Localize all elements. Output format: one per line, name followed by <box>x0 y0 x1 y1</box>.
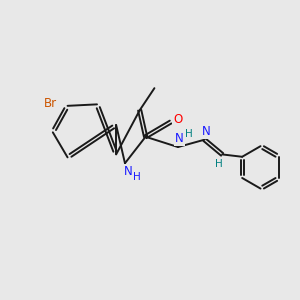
Text: N: N <box>175 132 184 145</box>
Text: H: H <box>134 172 141 182</box>
Text: Br: Br <box>44 97 57 110</box>
Text: N: N <box>124 165 133 178</box>
Text: H: H <box>215 159 223 169</box>
Text: O: O <box>173 112 183 126</box>
Text: H: H <box>185 129 193 139</box>
Text: N: N <box>202 125 210 138</box>
